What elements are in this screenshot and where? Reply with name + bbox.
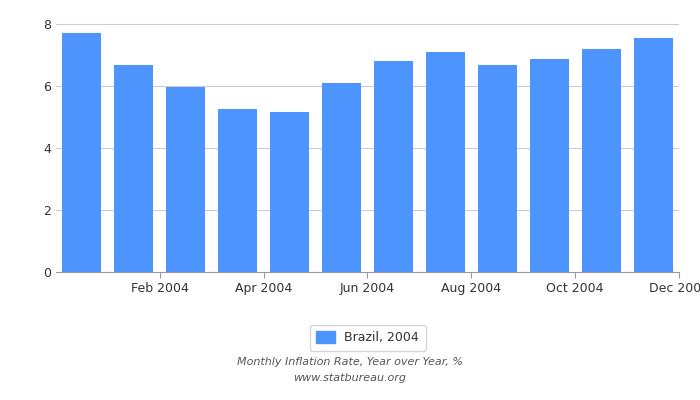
Bar <box>167 87 205 272</box>
Bar <box>322 83 361 272</box>
Text: www.statbureau.org: www.statbureau.org <box>293 373 407 383</box>
Bar <box>634 38 673 272</box>
Bar <box>426 52 465 272</box>
Bar <box>218 108 257 272</box>
Bar <box>270 112 309 272</box>
Text: Monthly Inflation Rate, Year over Year, %: Monthly Inflation Rate, Year over Year, … <box>237 357 463 367</box>
Bar <box>530 59 568 272</box>
Legend: Brazil, 2004: Brazil, 2004 <box>309 325 426 350</box>
Bar <box>62 33 102 272</box>
Bar <box>582 49 621 272</box>
Bar <box>114 65 153 272</box>
Bar <box>478 65 517 272</box>
Bar <box>374 61 413 272</box>
